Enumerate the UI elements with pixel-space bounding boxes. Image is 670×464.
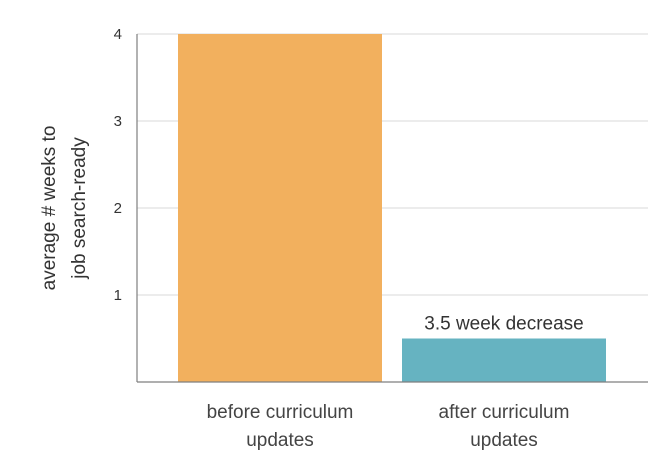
x-category-label-line: updates [246,430,314,451]
annotations: 3.5 week decrease [424,314,584,335]
bar [402,338,606,382]
bar [178,34,382,382]
y-axis-title: average # weeks to job search-ready [39,126,90,291]
x-category-label-line: after curriculum [439,402,570,423]
x-category-label-line: before curriculum [207,402,354,423]
y-axis-title-line: average # weeks to [39,126,60,291]
axes [136,34,648,383]
y-tick-labels: 1 2 3 4 [114,26,122,304]
x-category-label: after curriculum updates [439,402,570,451]
x-category-label-line: updates [470,430,538,451]
y-tick-label: 4 [114,26,122,43]
y-tick-label: 3 [114,113,122,130]
y-tick-label: 2 [114,200,122,217]
y-tick-label: 1 [114,287,122,304]
x-category-label: before curriculum updates [207,402,354,451]
bars [178,34,606,382]
y-axis-title-line: job search-ready [69,137,90,280]
bar-annotation: 3.5 week decrease [424,314,584,335]
y-axis-title-text: average # weeks to job search-ready [39,126,90,291]
